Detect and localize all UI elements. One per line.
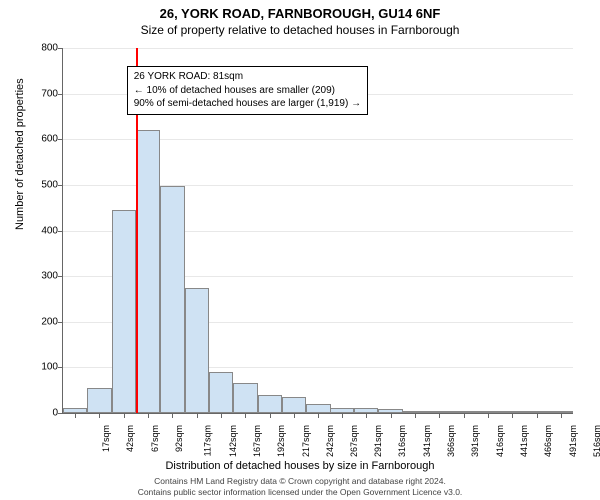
x-tick-mark <box>439 413 440 418</box>
annotation-line-2: ← 10% of detached houses are smaller (20… <box>134 84 361 98</box>
x-tick-label: 217sqm <box>301 425 311 457</box>
x-tick-mark <box>342 413 343 418</box>
plot-area: 010020030040050060070080017sqm42sqm67sqm… <box>62 48 573 414</box>
x-tick-mark <box>512 413 513 418</box>
x-tick-label: 291sqm <box>373 425 383 457</box>
x-tick-label: 242sqm <box>325 425 335 457</box>
x-tick-label: 167sqm <box>252 425 262 457</box>
y-tick-mark <box>58 94 63 95</box>
x-tick-label: 341sqm <box>422 425 432 457</box>
histogram-bar <box>136 130 160 413</box>
x-tick-mark <box>270 413 271 418</box>
histogram-bar <box>258 395 282 413</box>
x-tick-mark <box>124 413 125 418</box>
y-tick-mark <box>58 139 63 140</box>
x-tick-label: 316sqm <box>397 425 407 457</box>
x-tick-mark <box>488 413 489 418</box>
histogram-bar <box>160 186 184 413</box>
x-tick-label: 466sqm <box>543 425 553 457</box>
y-tick-mark <box>58 276 63 277</box>
x-tick-mark <box>366 413 367 418</box>
annotation-line-3: 90% of semi-detached houses are larger (… <box>134 97 361 111</box>
x-tick-label: 67sqm <box>150 425 160 452</box>
x-tick-mark <box>391 413 392 418</box>
y-tick-mark <box>58 413 63 414</box>
x-tick-mark <box>221 413 222 418</box>
chart-subtitle: Size of property relative to detached ho… <box>0 21 600 37</box>
x-tick-mark <box>245 413 246 418</box>
x-tick-label: 391sqm <box>470 425 480 457</box>
x-tick-mark <box>537 413 538 418</box>
x-tick-label: 516sqm <box>592 425 600 457</box>
histogram-bar <box>306 404 330 413</box>
x-tick-label: 267sqm <box>350 425 360 457</box>
x-tick-mark <box>318 413 319 418</box>
x-tick-label: 117sqm <box>203 425 213 456</box>
x-tick-mark <box>75 413 76 418</box>
histogram-bar <box>112 210 136 413</box>
x-tick-label: 416sqm <box>495 425 505 457</box>
footer-line-2: Contains public sector information licen… <box>0 487 600 498</box>
x-axis-label: Distribution of detached houses by size … <box>0 460 600 472</box>
x-tick-mark <box>415 413 416 418</box>
x-tick-mark <box>99 413 100 418</box>
x-tick-label: 441sqm <box>519 425 529 457</box>
x-tick-mark <box>197 413 198 418</box>
chart-title: 26, YORK ROAD, FARNBOROUGH, GU14 6NF <box>0 0 600 21</box>
y-tick-mark <box>58 367 63 368</box>
y-tick-mark <box>58 48 63 49</box>
x-tick-label: 142sqm <box>228 425 238 457</box>
footer-line-1: Contains HM Land Registry data © Crown c… <box>0 476 600 487</box>
x-tick-label: 92sqm <box>174 425 184 452</box>
annotation-box: 26 YORK ROAD: 81sqm← 10% of detached hou… <box>127 66 368 115</box>
chart-container: 26, YORK ROAD, FARNBOROUGH, GU14 6NF Siz… <box>0 0 600 500</box>
x-tick-mark <box>464 413 465 418</box>
y-tick-mark <box>58 185 63 186</box>
x-tick-label: 192sqm <box>277 425 287 457</box>
annotation-line-1: 26 YORK ROAD: 81sqm <box>134 70 361 84</box>
histogram-bar <box>233 383 257 413</box>
y-tick-mark <box>58 322 63 323</box>
histogram-bar <box>209 372 233 413</box>
y-tick-mark <box>58 231 63 232</box>
histogram-bar <box>282 397 306 413</box>
x-tick-label: 491sqm <box>568 425 578 457</box>
histogram-bar <box>185 288 209 413</box>
x-tick-label: 42sqm <box>126 425 136 452</box>
x-tick-label: 366sqm <box>446 425 456 457</box>
x-tick-label: 17sqm <box>101 425 111 452</box>
x-tick-mark <box>561 413 562 418</box>
x-tick-mark <box>294 413 295 418</box>
y-axis-label: Number of detached properties <box>14 78 26 230</box>
histogram-bar <box>87 388 111 413</box>
x-tick-mark <box>148 413 149 418</box>
x-tick-mark <box>172 413 173 418</box>
gridline <box>63 48 573 49</box>
chart-footer: Contains HM Land Registry data © Crown c… <box>0 476 600 498</box>
